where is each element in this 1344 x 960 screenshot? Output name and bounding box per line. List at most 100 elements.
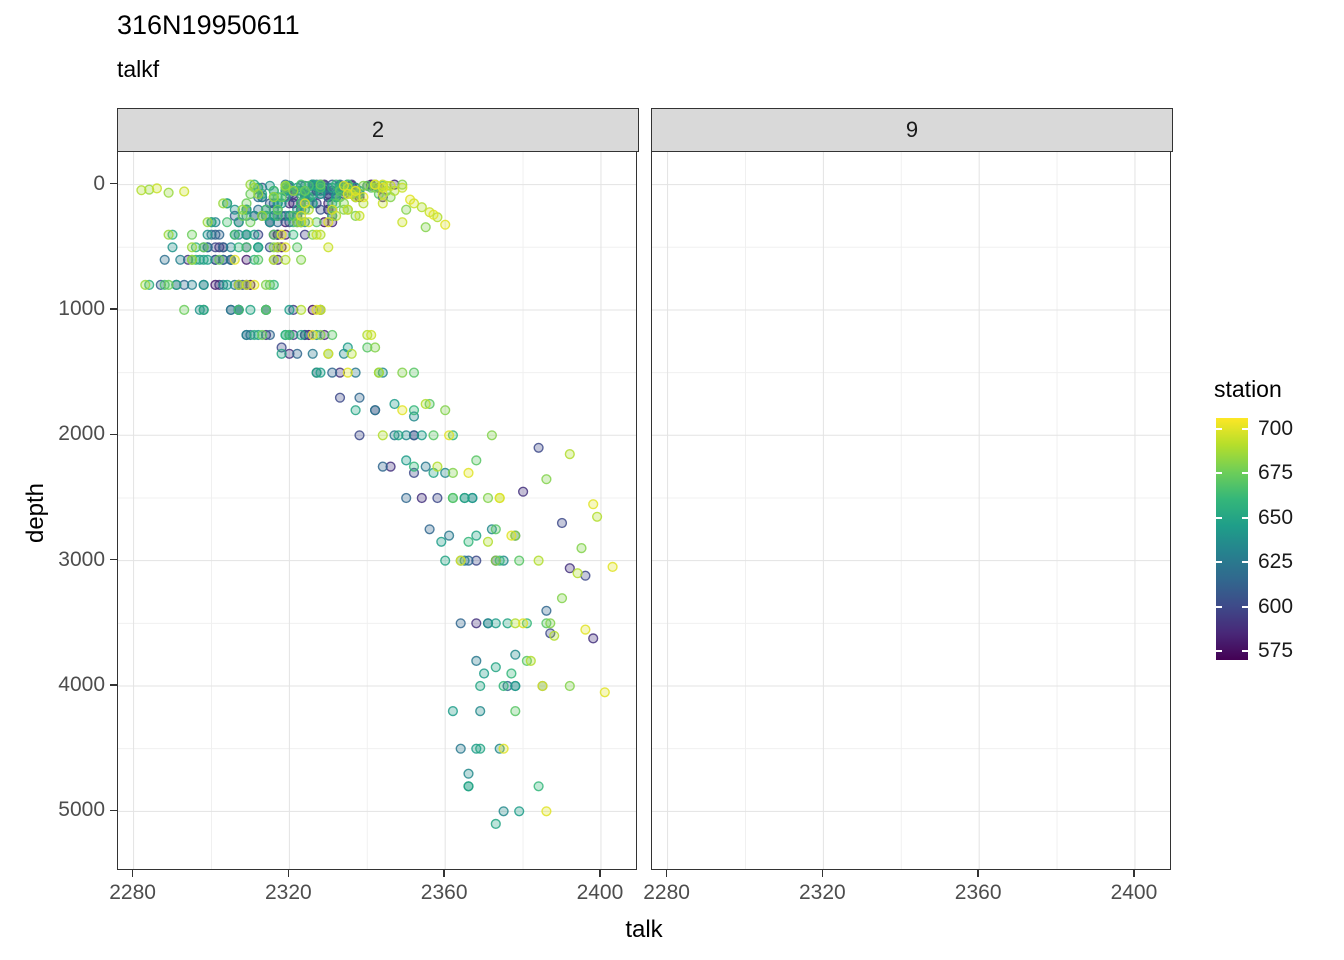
data-point [292,242,303,253]
data-point [159,254,170,265]
data-point [202,229,213,240]
data-point [428,209,439,220]
y-tick-label: 4000 [58,672,105,696]
data-point [210,242,221,253]
data-point [479,668,490,679]
data-point [257,210,268,222]
data-point [401,455,412,466]
data-point [334,392,346,403]
data-point [334,367,346,378]
legend-tick-mark [1216,516,1222,519]
plot-subtitle: talkf [117,56,160,82]
data-point [416,492,427,504]
data-point [370,405,381,416]
data-point [198,304,209,316]
data-point [533,781,544,792]
data-point [303,217,314,228]
data-point [284,304,295,316]
data-point [424,524,435,535]
data-point [249,279,260,291]
data-point [276,191,287,203]
data-point [447,467,459,479]
data-point [564,680,575,692]
data-point [432,461,443,472]
data-point [498,680,509,692]
y-tick-mark [110,308,117,310]
data-point [253,254,264,265]
data-point [249,229,260,240]
data-point [214,254,225,265]
data-point [229,229,240,240]
legend-tick-mark [1216,472,1222,475]
x-tick-mark [599,870,601,877]
data-point [358,180,369,191]
data-point [323,348,334,359]
x-tick-mark [665,870,668,877]
data-point [299,198,311,209]
data-point [463,781,474,792]
legend-colorbar [1216,418,1248,660]
data-point [432,492,443,504]
data-point [260,304,272,316]
data-point [272,242,283,253]
data-point [253,242,264,253]
plot-title: 316N19950611 [117,10,300,40]
y-tick-mark [110,809,117,812]
data-point [506,530,517,541]
data-point [420,398,431,410]
data-point [198,279,209,291]
data-point [323,217,334,228]
data-point [280,180,291,191]
legend-tick-mark [1242,561,1248,564]
y-tick-mark [110,182,117,185]
data-point [186,242,198,253]
data-point [455,555,466,566]
data-point [233,304,244,316]
data-point [580,624,591,635]
legend-tick-label: 675 [1258,461,1294,485]
data-point [514,555,525,566]
data-point [510,618,521,629]
data-point [136,185,147,196]
data-point [198,254,209,265]
legend-title: station [1214,376,1282,402]
data-point [342,188,353,200]
data-point [245,304,256,316]
data-point [490,618,501,629]
data-point [408,461,420,472]
data-point [354,210,365,222]
x-tick-label: 2400 [576,881,624,904]
data-point [564,563,575,574]
data-point [475,705,486,717]
data-point [288,185,299,197]
data-point [408,405,420,416]
data-point [576,543,587,554]
legend-tick-mark [1242,516,1248,519]
data-point [455,618,466,629]
legend-tick-mark [1216,561,1222,564]
data-point [447,705,459,717]
data-point [229,254,240,265]
y-tick-mark [110,684,117,686]
data-point [296,254,307,265]
data-point [280,242,291,253]
data-point [428,430,439,441]
facet-label-9: 9 [905,117,919,142]
data-point [510,705,521,717]
data-point [482,492,494,504]
data-point [533,555,544,566]
x-tick-label: 2280 [109,881,156,904]
data-point [475,680,486,692]
legend-tick-mark [1216,650,1222,653]
data-point [179,304,190,316]
data-point [408,367,420,378]
data-point [241,329,252,341]
data-point [241,279,252,291]
data-point [299,185,311,197]
data-point [401,492,412,504]
data-point [241,254,252,265]
data-point [276,229,287,240]
data-point [284,329,295,341]
data-point [541,605,552,616]
